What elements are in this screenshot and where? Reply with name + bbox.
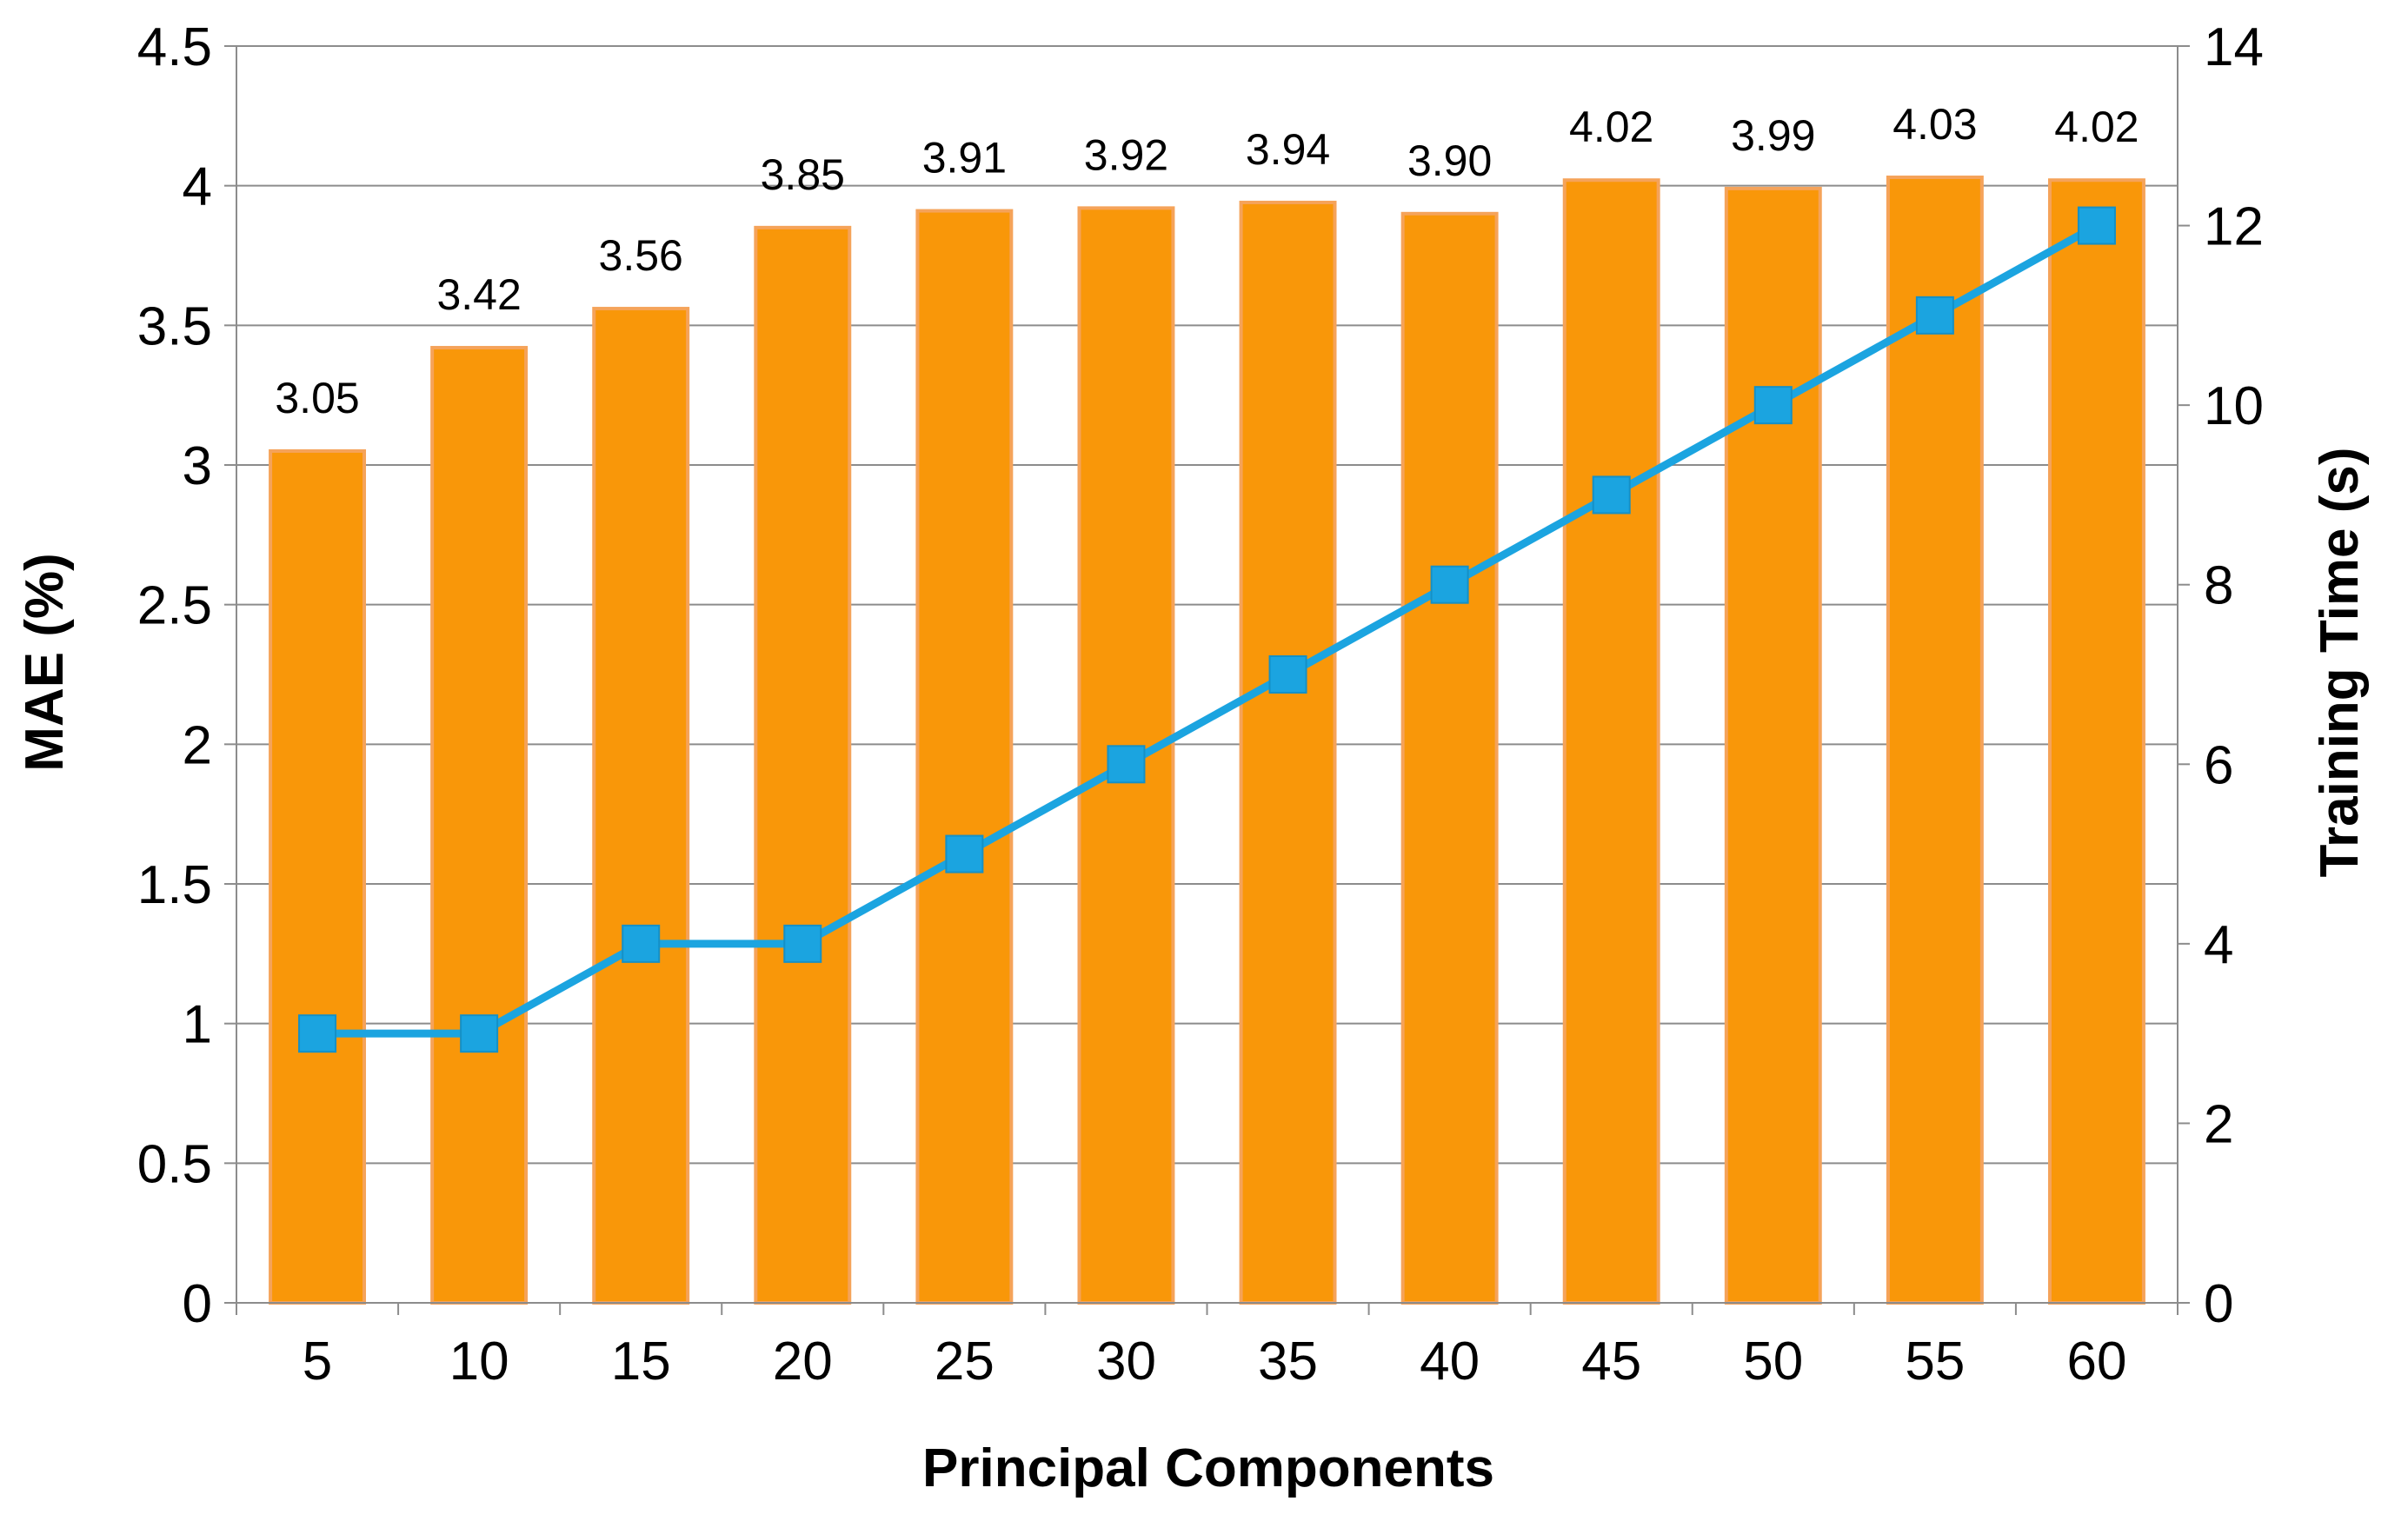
x-tick-label: 5 xyxy=(303,1332,332,1391)
training-time-marker-25 xyxy=(945,834,984,873)
y2-tick-label: 8 xyxy=(2204,556,2233,616)
x-tick-label: 35 xyxy=(1258,1332,1318,1391)
y2-axis-title: Training Time (s) xyxy=(2310,448,2370,878)
training-time-marker-35 xyxy=(1268,655,1307,694)
training-time-marker-5 xyxy=(298,1014,337,1053)
x-tick-label: 30 xyxy=(1096,1332,1156,1391)
x-tick-label: 45 xyxy=(1581,1332,1641,1391)
training-time-marker-20 xyxy=(783,924,822,963)
tick-labels: 0 0.5 1 1.5 2 2.5 3 3.5 4 4.5 0 2 4 6 8 10 12 14 5 10 15 20 25… xyxy=(137,17,2264,1391)
gridlines xyxy=(236,45,2178,1165)
y-tick-label: 4 xyxy=(183,157,212,217)
data-label-mae-60: 4.02 xyxy=(2054,103,2139,151)
y-tick-label: 2.5 xyxy=(137,576,212,636)
bar-mae-20 xyxy=(754,225,852,1305)
y2-tick-label: 6 xyxy=(2204,735,2233,795)
x-tick-label: 40 xyxy=(1420,1332,1480,1391)
y2-tick-label: 0 xyxy=(2204,1274,2233,1334)
y-tick-label: 0 xyxy=(183,1274,212,1334)
data-label-mae-30: 3.92 xyxy=(1084,130,1168,179)
data-label-mae-15: 3.56 xyxy=(599,231,683,280)
y-tick-label: 4.5 xyxy=(137,17,212,77)
data-label-mae-5: 3.05 xyxy=(275,374,359,422)
line-series-training-time xyxy=(298,206,2116,1053)
bar-mae-45 xyxy=(1562,178,1660,1305)
training-time-marker-50 xyxy=(1753,386,1793,425)
data-label-mae-55: 4.03 xyxy=(1892,100,1977,149)
bar-mae-35 xyxy=(1239,200,1337,1305)
data-label-mae-10: 3.42 xyxy=(436,270,521,319)
bar-mae-60 xyxy=(2047,178,2145,1305)
x-tick-label: 50 xyxy=(1743,1332,1803,1391)
bar-mae-55 xyxy=(1886,176,1984,1305)
y-axis-title: MAE (%) xyxy=(15,553,75,771)
y-tick-label: 1 xyxy=(183,995,212,1055)
y-tick-label: 3 xyxy=(183,436,212,496)
bar-mae-40 xyxy=(1400,211,1499,1305)
y2-tick-label: 14 xyxy=(2204,17,2264,77)
data-labels: 3.05 3.42 3.56 3.85 3.91 3.92 3.94 3.90 4.02 3.99… xyxy=(275,100,2139,422)
y2-tick-label: 10 xyxy=(2204,376,2264,436)
data-label-mae-25: 3.91 xyxy=(922,134,1007,183)
bar-mae-30 xyxy=(1077,206,1175,1305)
x-tick-label: 55 xyxy=(1905,1332,1965,1391)
bar-mae-50 xyxy=(1724,186,1822,1305)
x-tick-label: 15 xyxy=(611,1332,671,1391)
y2-tick-label: 2 xyxy=(2204,1094,2233,1154)
bar-mae-5 xyxy=(269,448,367,1305)
training-time-marker-15 xyxy=(622,924,661,963)
x-tick-label: 10 xyxy=(449,1332,509,1391)
x-tick-label: 25 xyxy=(935,1332,994,1391)
bar-mae-10 xyxy=(430,346,529,1305)
x-axis-title: Principal Components xyxy=(922,1438,1494,1498)
bar-mae-15 xyxy=(592,307,690,1305)
training-time-marker-45 xyxy=(1592,475,1631,515)
training-time-marker-55 xyxy=(1915,296,1954,335)
data-label-mae-35: 3.94 xyxy=(1246,125,1330,174)
axes xyxy=(224,45,2190,1315)
y2-tick-label: 12 xyxy=(2204,197,2264,257)
x-tick-label: 60 xyxy=(2066,1332,2126,1391)
data-label-mae-20: 3.85 xyxy=(761,150,845,199)
bar-series-mae xyxy=(269,176,2145,1305)
training-time-marker-10 xyxy=(460,1014,499,1053)
y-tick-label: 0.5 xyxy=(137,1134,212,1194)
training-time-marker-40 xyxy=(1430,565,1469,604)
training-time-marker-60 xyxy=(2077,206,2116,245)
training-time-line xyxy=(313,222,2101,1038)
y2-tick-label: 4 xyxy=(2204,915,2233,975)
data-label-mae-45: 4.02 xyxy=(1569,103,1653,151)
y-tick-label: 2 xyxy=(183,715,212,775)
bar-mae-25 xyxy=(915,209,1014,1305)
training-time-marker-30 xyxy=(1107,745,1146,784)
data-label-mae-50: 3.99 xyxy=(1731,111,1815,160)
x-tick-label: 20 xyxy=(773,1332,833,1391)
y-tick-label: 3.5 xyxy=(137,296,212,356)
y-tick-label: 1.5 xyxy=(137,855,212,915)
data-label-mae-40: 3.90 xyxy=(1407,136,1492,185)
